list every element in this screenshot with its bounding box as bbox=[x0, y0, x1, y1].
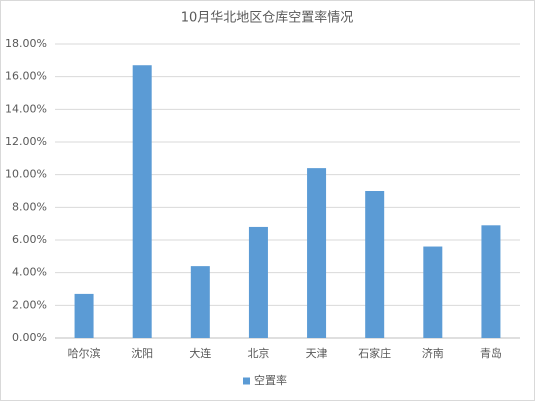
y-tick-label: 18.00% bbox=[5, 37, 47, 50]
bar bbox=[190, 266, 210, 338]
bar bbox=[365, 191, 385, 338]
x-tick-label: 北京 bbox=[247, 346, 269, 360]
x-tick-label: 青岛 bbox=[480, 346, 502, 360]
y-tick-label: 8.00% bbox=[12, 200, 47, 213]
bar bbox=[481, 225, 501, 338]
bar bbox=[423, 246, 443, 338]
y-tick-label: 6.00% bbox=[12, 233, 47, 246]
bar bbox=[307, 168, 327, 338]
y-tick-label: 2.00% bbox=[12, 298, 47, 311]
y-tick-label: 0.00% bbox=[12, 331, 47, 344]
x-tick-label: 石家庄 bbox=[358, 346, 391, 360]
bar bbox=[132, 65, 152, 338]
y-tick-label: 10.00% bbox=[5, 168, 47, 181]
legend-swatch bbox=[243, 377, 250, 385]
chart-title: 10月华北地区仓库空置率情况 bbox=[181, 10, 354, 26]
x-tick-label: 哈尔滨 bbox=[68, 346, 101, 360]
x-tick-label: 济南 bbox=[422, 346, 444, 360]
y-tick-label: 12.00% bbox=[5, 135, 47, 148]
y-tick-label: 4.00% bbox=[12, 266, 47, 279]
x-tick-label: 沈阳 bbox=[131, 346, 153, 360]
bar bbox=[248, 226, 268, 338]
y-tick-label: 16.00% bbox=[5, 70, 47, 83]
y-tick-label: 14.00% bbox=[5, 102, 47, 115]
x-tick-label: 大连 bbox=[189, 346, 211, 360]
x-tick-label: 天津 bbox=[306, 347, 328, 360]
bar bbox=[74, 293, 94, 338]
legend-label: 空置率 bbox=[254, 373, 287, 387]
